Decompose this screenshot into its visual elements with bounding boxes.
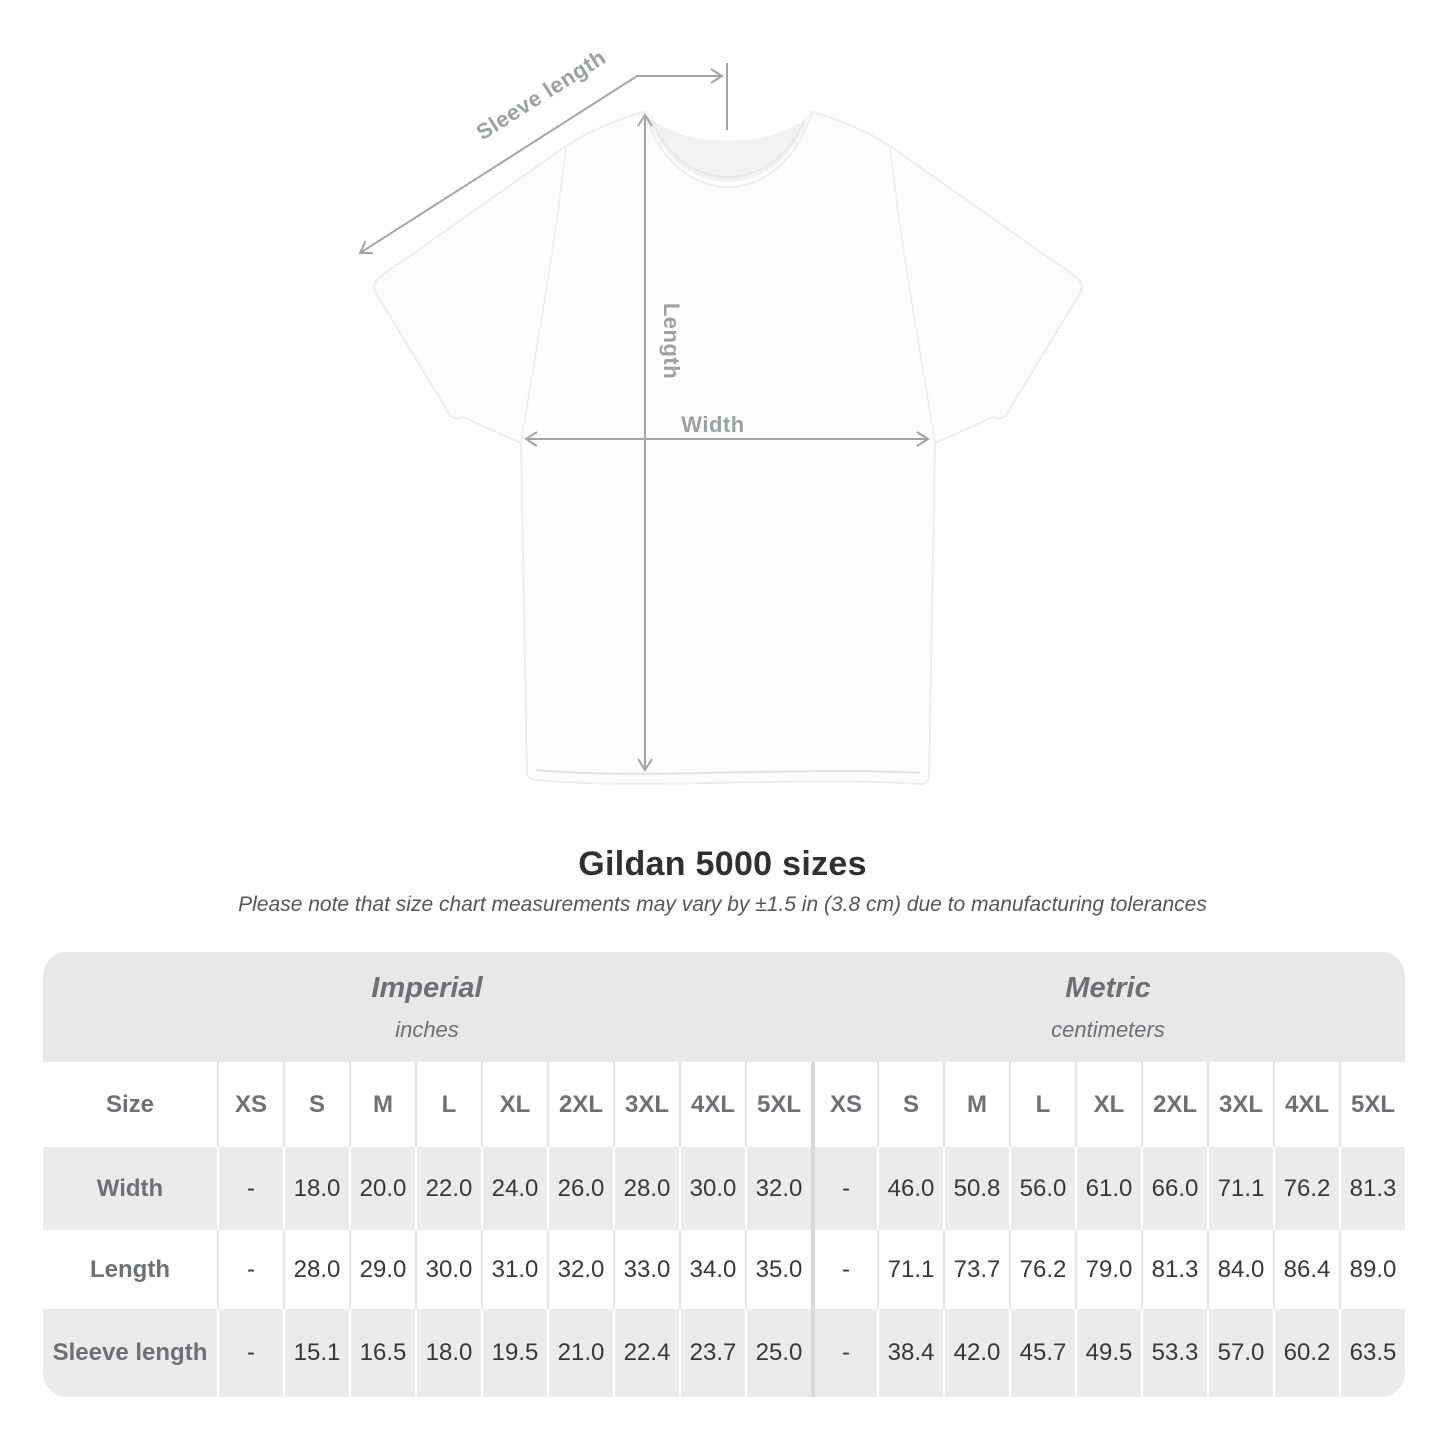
sleeve-metric-xl: 49.5	[1075, 1309, 1141, 1397]
length-metric-4xl: 86.4	[1273, 1230, 1339, 1309]
length-metric-l: 76.2	[1009, 1230, 1075, 1309]
width-metric-5xl: 81.3	[1339, 1147, 1405, 1230]
width-metric-xl: 61.0	[1075, 1147, 1141, 1230]
metric-group-header: Metric centimeters	[811, 952, 1405, 1062]
sleeve-metric-s: 38.4	[877, 1309, 943, 1397]
length-metric-5xl: 89.0	[1339, 1230, 1405, 1309]
metric-size-xs: XS	[811, 1062, 877, 1147]
tshirt-graphic	[373, 110, 1083, 786]
length-imperial-s: 28.0	[283, 1230, 349, 1309]
sleeve-metric-5xl: 63.5	[1339, 1309, 1405, 1397]
imperial-size-2xl: 2XL	[547, 1062, 613, 1147]
width-imperial-xs: -	[217, 1147, 283, 1230]
tshirt-figure: Sleeve length Length Width	[358, 44, 1083, 786]
imperial-size-l: L	[415, 1062, 481, 1147]
sleeve-metric-l: 45.7	[1009, 1309, 1075, 1397]
length-imperial-2xl: 32.0	[547, 1230, 613, 1309]
metric-size-3xl: 3XL	[1207, 1062, 1273, 1147]
width-imperial-2xl: 26.0	[547, 1147, 613, 1230]
length-metric-3xl: 84.0	[1207, 1230, 1273, 1309]
sleeve-length-arrow	[358, 68, 724, 255]
sleeve-imperial-3xl: 22.4	[613, 1309, 679, 1397]
metric-label: Metric	[1065, 971, 1151, 1004]
imperial-size-5xl: 5XL	[745, 1062, 811, 1147]
row-label-length: Length	[43, 1230, 217, 1309]
sleeve-imperial-m: 16.5	[349, 1309, 415, 1397]
metric-size-xl: XL	[1075, 1062, 1141, 1147]
metric-size-4xl: 4XL	[1273, 1062, 1339, 1147]
metric-size-m: M	[943, 1062, 1009, 1147]
width-imperial-xl: 24.0	[481, 1147, 547, 1230]
length-metric-xl: 79.0	[1075, 1230, 1141, 1309]
bottom-hem-line	[535, 769, 921, 775]
metric-size-l: L	[1009, 1062, 1075, 1147]
width-metric-xs: -	[811, 1147, 877, 1230]
sleeve-imperial-s: 15.1	[283, 1309, 349, 1397]
width-label: Width	[681, 412, 744, 437]
right-sleeve-seam	[889, 145, 936, 444]
length-metric-xs: -	[811, 1230, 877, 1309]
imperial-size-3xl: 3XL	[613, 1062, 679, 1147]
imperial-size-xs: XS	[217, 1062, 283, 1147]
width-imperial-4xl: 30.0	[679, 1147, 745, 1230]
size-column-header: Size	[43, 1062, 217, 1147]
row-label-width: Width	[43, 1147, 217, 1230]
length-imperial-l: 30.0	[415, 1230, 481, 1309]
width-imperial-s: 18.0	[283, 1147, 349, 1230]
sleeve-imperial-2xl: 21.0	[547, 1309, 613, 1397]
width-metric-s: 46.0	[877, 1147, 943, 1230]
sleeve-metric-2xl: 53.3	[1141, 1309, 1207, 1397]
imperial-label: Imperial	[371, 971, 483, 1004]
length-imperial-xs: -	[217, 1230, 283, 1309]
length-imperial-3xl: 33.0	[613, 1230, 679, 1309]
sleeve-metric-3xl: 57.0	[1207, 1309, 1273, 1397]
imperial-size-xl: XL	[481, 1062, 547, 1147]
width-metric-4xl: 76.2	[1273, 1147, 1339, 1230]
tshirt-silhouette	[373, 110, 1083, 786]
width-imperial-5xl: 32.0	[745, 1147, 811, 1230]
imperial-unit: inches	[395, 1016, 459, 1042]
sleeve-imperial-l: 18.0	[415, 1309, 481, 1397]
imperial-size-4xl: 4XL	[679, 1062, 745, 1147]
sleeve-length-label: Sleeve length	[472, 44, 611, 145]
sleeve-imperial-xs: -	[217, 1309, 283, 1397]
sleeve-metric-m: 42.0	[943, 1309, 1009, 1397]
length-label: Length	[659, 303, 684, 379]
sleeve-imperial-4xl: 23.7	[679, 1309, 745, 1397]
length-metric-s: 71.1	[877, 1230, 943, 1309]
width-metric-l: 56.0	[1009, 1147, 1075, 1230]
width-imperial-m: 20.0	[349, 1147, 415, 1230]
size-table: Imperial inches Metric centimeters Size …	[43, 952, 1405, 1397]
length-metric-m: 73.7	[943, 1230, 1009, 1309]
sleeve-imperial-xl: 19.5	[481, 1309, 547, 1397]
length-imperial-m: 29.0	[349, 1230, 415, 1309]
metric-size-s: S	[877, 1062, 943, 1147]
width-metric-3xl: 71.1	[1207, 1147, 1273, 1230]
metric-unit: centimeters	[1051, 1016, 1165, 1042]
tolerance-note: Please note that size chart measurements…	[238, 893, 1207, 916]
length-metric-2xl: 81.3	[1141, 1230, 1207, 1309]
width-metric-2xl: 66.0	[1141, 1147, 1207, 1230]
page-title: Gildan 5000 sizes	[578, 845, 867, 883]
imperial-size-m: M	[349, 1062, 415, 1147]
width-imperial-3xl: 28.0	[613, 1147, 679, 1230]
metric-size-2xl: 2XL	[1141, 1062, 1207, 1147]
imperial-group-header: Imperial inches	[43, 952, 811, 1062]
row-label-sleeve-length: Sleeve length	[43, 1309, 217, 1397]
sleeve-imperial-5xl: 25.0	[745, 1309, 811, 1397]
sleeve-metric-4xl: 60.2	[1273, 1309, 1339, 1397]
metric-size-5xl: 5XL	[1339, 1062, 1405, 1147]
width-metric-m: 50.8	[943, 1147, 1009, 1230]
imperial-size-s: S	[283, 1062, 349, 1147]
length-imperial-xl: 31.0	[481, 1230, 547, 1309]
length-imperial-4xl: 34.0	[679, 1230, 745, 1309]
width-imperial-l: 22.0	[415, 1147, 481, 1230]
sleeve-metric-xs: -	[811, 1309, 877, 1397]
length-imperial-5xl: 35.0	[745, 1230, 811, 1309]
